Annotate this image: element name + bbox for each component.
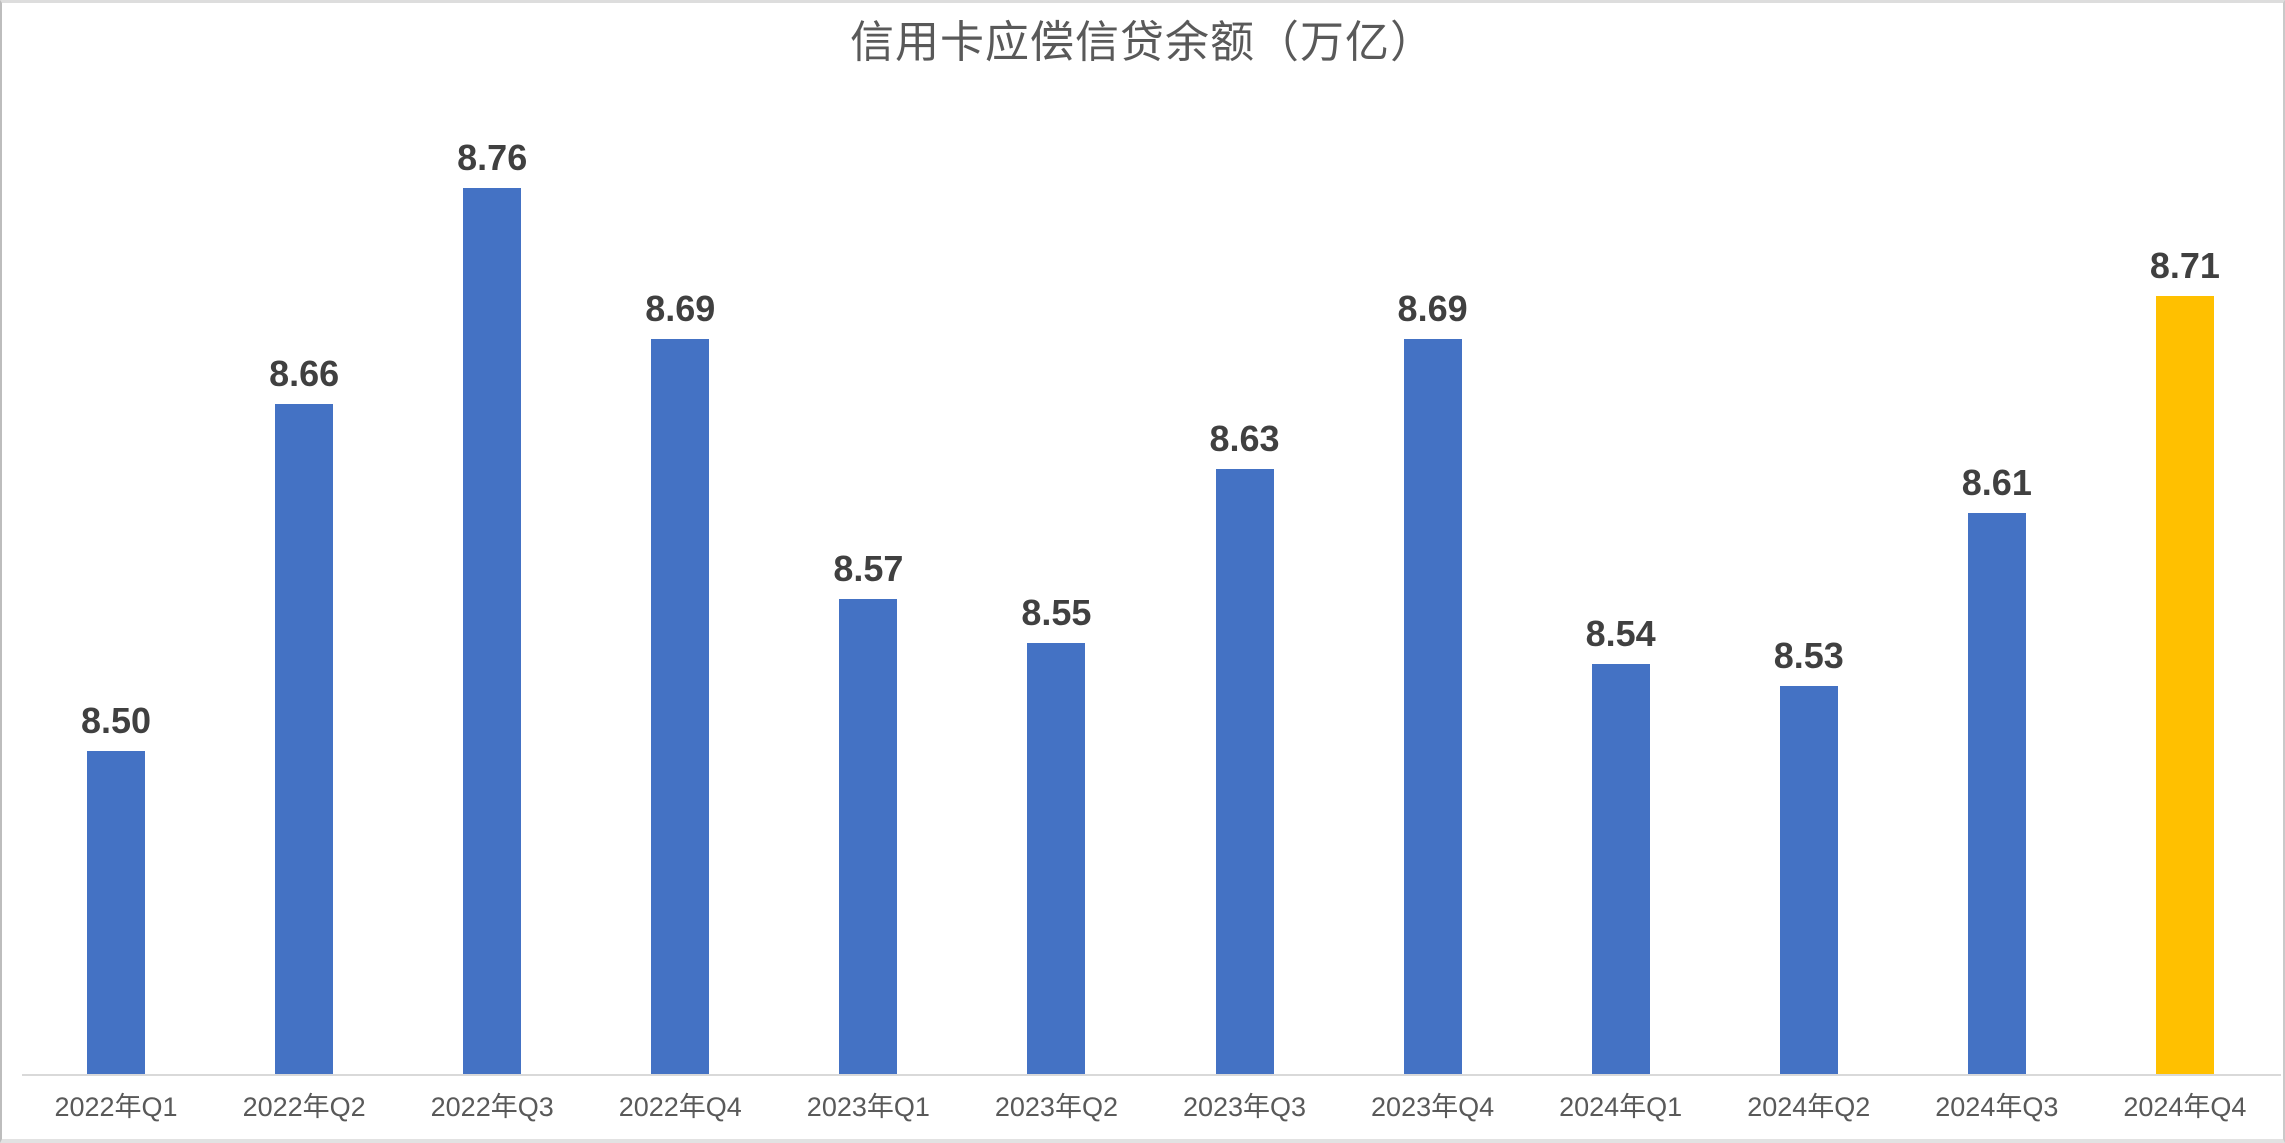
- x-axis-label: 2024年Q4: [2123, 1092, 2247, 1122]
- bar: [1967, 513, 2026, 1076]
- bar: [1027, 643, 1086, 1076]
- x-axis-label: 2022年Q1: [54, 1092, 178, 1122]
- x-axis: 2022年Q1 2022年Q2 2022年Q3 2022年Q4 2023年Q1 2023年…: [22, 1091, 2279, 1123]
- bar: [1215, 469, 1274, 1076]
- bar-column: 8.69: [1339, 101, 1527, 1076]
- bar-column: 8.61: [1903, 101, 2091, 1076]
- bar-value-label: 8.53: [1773, 635, 1844, 676]
- bar-column: 8.63: [1150, 101, 1338, 1076]
- bar-column: 8.53: [1715, 101, 1903, 1076]
- bar: [275, 404, 334, 1076]
- x-axis-label: 2023年Q4: [1371, 1092, 1495, 1122]
- bar-value-label: 8.57: [833, 548, 904, 589]
- bar: [651, 339, 710, 1076]
- plot-area: 8.50 8.66 8.76 8.69 8.57 8.55 8.63 8.69 8.54 8.53…: [22, 101, 2279, 1076]
- chart-title: 信用卡应偿信贷余额（万亿）: [850, 18, 1435, 67]
- bar: [839, 599, 898, 1076]
- bar-value-label: 8.54: [1585, 613, 1656, 654]
- bar-value-label: 8.61: [1961, 462, 2032, 503]
- bar-column: 8.69: [586, 101, 774, 1076]
- x-axis-label: 2022年Q3: [430, 1092, 554, 1122]
- x-axis-label: 2024年Q3: [1935, 1092, 2059, 1122]
- bar: [1779, 686, 1838, 1076]
- bar-column: 8.66: [210, 101, 398, 1076]
- bar-highlighted: [2155, 296, 2214, 1076]
- bar-column: 8.71: [2091, 101, 2279, 1076]
- bar-column: 8.76: [398, 101, 586, 1076]
- x-axis-label: 2023年Q1: [806, 1092, 930, 1122]
- bar-value-label: 8.69: [645, 288, 716, 329]
- bar-column: 8.50: [22, 101, 210, 1076]
- x-axis-label: 2024年Q1: [1559, 1092, 1683, 1122]
- bar-column: 8.55: [962, 101, 1150, 1076]
- bar: [1403, 339, 1462, 1076]
- bar-value-label: 8.69: [1397, 288, 1468, 329]
- x-axis-line: [22, 1074, 2281, 1076]
- bar-value-label: 8.50: [81, 700, 152, 741]
- x-axis-label: 2024年Q2: [1747, 1092, 1871, 1122]
- bar: [87, 751, 146, 1076]
- bar-column: 8.57: [774, 101, 962, 1076]
- x-axis-label: 2022年Q2: [242, 1092, 366, 1122]
- bar: [1591, 664, 1650, 1076]
- bar-value-label: 8.71: [2149, 245, 2220, 286]
- bar-value-label: 8.66: [269, 353, 340, 394]
- bar: [463, 188, 522, 1076]
- bar-value-label: 8.55: [1021, 592, 1092, 633]
- x-axis-label: 2023年Q3: [1182, 1092, 1307, 1122]
- x-axis-label: 2022年Q4: [618, 1092, 742, 1122]
- bar-value-label: 8.76: [457, 137, 528, 178]
- x-axis-label: 2023年Q2: [994, 1092, 1118, 1122]
- bar-value-label: 8.63: [1209, 418, 1280, 459]
- bar-column: 8.54: [1527, 101, 1715, 1076]
